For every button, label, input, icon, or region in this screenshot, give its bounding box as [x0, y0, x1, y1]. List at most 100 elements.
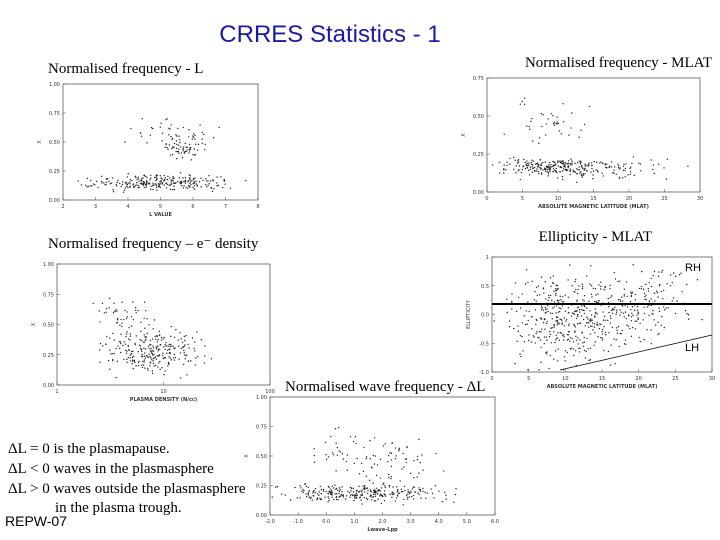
scatter-dot — [146, 180, 148, 182]
scatter-dot — [613, 271, 615, 274]
scatter-dot — [120, 342, 122, 345]
scatter-dot — [591, 325, 593, 328]
scatter-dot — [327, 485, 330, 488]
scatter-dot — [144, 327, 146, 329]
scatter-dot — [389, 493, 391, 496]
scatter-dot — [179, 181, 182, 183]
scatter-dot — [166, 118, 168, 120]
scatter-dot — [422, 469, 424, 471]
scatter-dot — [578, 285, 580, 287]
scatter-dot — [337, 499, 339, 501]
scatter-dot — [372, 489, 375, 491]
scatter-dot — [327, 456, 330, 458]
scatter-dot — [620, 311, 622, 314]
scatter-dot — [183, 351, 185, 354]
scatter-dot — [538, 172, 540, 175]
scatter-dot — [193, 154, 196, 157]
y-tick-label: 0.75 — [49, 111, 60, 117]
scatter-dot — [594, 287, 597, 290]
scatter-dot — [125, 352, 128, 354]
scatter-dot — [536, 168, 538, 170]
scatter-dot — [405, 494, 408, 497]
scatter-dot — [658, 307, 660, 309]
scatter-dot — [167, 361, 170, 364]
scatter-dot — [168, 356, 170, 358]
scatter-dot — [155, 346, 157, 349]
scatter-dot — [164, 357, 166, 359]
scatter-dot — [521, 100, 524, 103]
scatter-dot — [539, 164, 542, 166]
scatter-dot — [629, 171, 632, 173]
scatter-dot — [534, 309, 537, 311]
scatter-dot — [134, 309, 137, 312]
scatter-dot — [621, 300, 624, 302]
scatter-dot — [578, 351, 581, 353]
note: ΔL = 0 is the plasmapause. — [8, 441, 170, 457]
scatter-dot — [640, 288, 643, 290]
scatter-dot — [223, 180, 225, 182]
scatter-dot — [542, 161, 544, 164]
scatter-dot — [593, 323, 596, 325]
scatter-dot — [104, 183, 106, 186]
scatter-dot — [609, 364, 612, 366]
scatter-dot — [569, 340, 571, 342]
scatter-dot — [583, 341, 585, 343]
scatter-dot — [564, 168, 567, 171]
scatter-dot — [155, 358, 158, 361]
scatter-dot — [410, 490, 412, 493]
scatter-dot — [564, 360, 566, 362]
scatter-dot — [524, 283, 527, 285]
scatter-dot — [513, 327, 515, 330]
scatter-dot — [144, 357, 146, 359]
scatter-dot — [583, 336, 585, 339]
y-tick-label: 0.25 — [256, 484, 267, 490]
scatter-dot — [631, 326, 634, 329]
scatter-dot — [586, 307, 588, 309]
scatter-dot — [121, 322, 123, 324]
scatter-dot — [569, 173, 571, 176]
scatter-dot — [638, 336, 640, 339]
scatter-dot — [540, 113, 543, 115]
scatter-dot — [562, 334, 564, 336]
scatter-dot — [176, 135, 178, 137]
scatter-dot — [163, 184, 166, 186]
scatter-dot — [557, 360, 559, 362]
scatter-dot — [203, 362, 206, 364]
scatter-dot — [365, 475, 367, 477]
scatter-dot — [652, 168, 654, 171]
scatter-dot — [546, 168, 549, 171]
scatter-dot — [614, 278, 617, 280]
scatter-dot — [354, 495, 356, 498]
scatter-dot — [179, 141, 181, 144]
scatter-dot — [513, 156, 515, 159]
scatter-dot — [207, 180, 209, 182]
scatter-dot — [619, 314, 621, 316]
scatter-dot — [503, 169, 505, 171]
scatter-dot — [155, 176, 157, 178]
scatter-dot — [542, 309, 544, 312]
scatter-dot — [164, 370, 166, 372]
scatter-dot — [145, 183, 148, 185]
scatter-dot — [303, 489, 305, 492]
scatter-dot — [344, 498, 347, 500]
scatter-dot — [491, 164, 494, 166]
scatter-dot — [142, 185, 145, 187]
scatter-dot — [319, 485, 322, 488]
scatter-dot — [549, 354, 552, 357]
scatter-dot — [568, 324, 570, 327]
scatter-dot — [541, 328, 543, 330]
scatter-dot — [185, 186, 187, 188]
scatter-dot — [173, 182, 175, 184]
scatter-dot — [530, 316, 533, 318]
scatter-dot — [606, 163, 608, 165]
scatter-dot — [531, 117, 533, 120]
scatter-dot — [540, 361, 542, 364]
scatter-dot — [535, 323, 537, 325]
scatter-dot — [190, 159, 192, 161]
x-tick-label: 5 — [527, 376, 530, 382]
scatter-dot — [416, 476, 418, 478]
scatter-dot — [581, 308, 583, 311]
scatter-dot — [332, 454, 335, 456]
x-tick-label: 4 — [126, 204, 129, 210]
